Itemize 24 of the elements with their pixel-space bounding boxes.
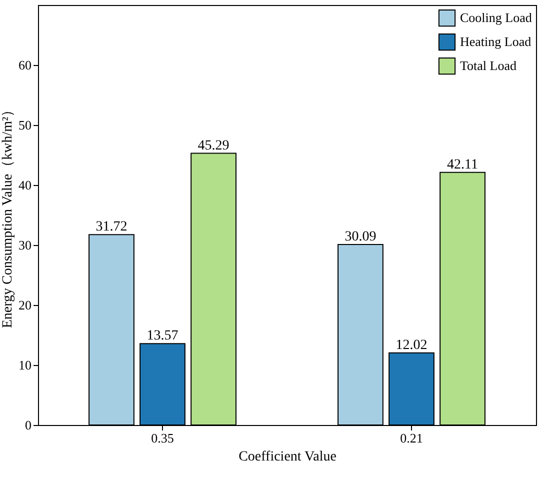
y-tick-label: 50 [18,118,32,132]
legend-label: Cooling Load [460,10,532,25]
y-tick-label: 30 [18,238,32,252]
y-tick-label: 0 [25,418,32,432]
bar [440,172,486,426]
legend-label: Heating Load [460,34,532,49]
legend-label: Total Load [460,58,517,73]
y-axis-title: Energy Consumption Value（kwh/m²） [0,102,16,328]
data-label: 31.72 [96,220,128,235]
y-tick-label: 60 [18,58,32,72]
y-tick-label: 40 [18,178,32,192]
x-axis-title: Coefficient Value [238,450,336,464]
y-tick-label: 10 [18,358,32,372]
data-label: 45.29 [198,138,230,154]
data-label: 42.11 [447,157,478,172]
bar [190,152,236,426]
bar [88,234,134,426]
y-tick-label: 20 [18,298,32,312]
x-tick-label: 0.35 [151,430,174,446]
data-label: 12.02 [396,338,428,353]
x-tick-label: 0.21 [400,430,423,446]
data-label: 30.09 [344,229,376,244]
data-label: 13.57 [146,328,178,344]
bar [338,244,384,426]
